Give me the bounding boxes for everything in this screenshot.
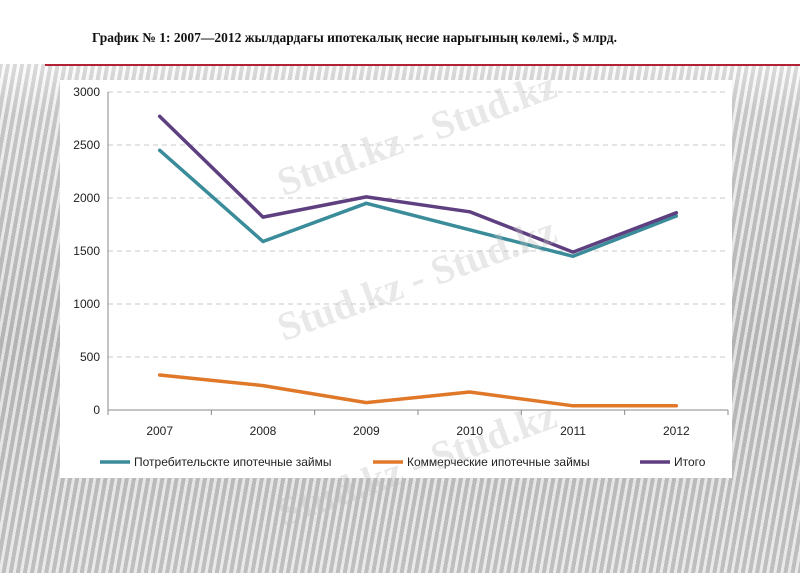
data-point xyxy=(674,211,678,215)
data-point xyxy=(158,373,162,377)
x-tick-label: 2011 xyxy=(560,424,586,438)
line-chart: 0 500 1000 1500 2000 2500 3000 2007 2008 2009 2010… xyxy=(73,85,729,469)
x-tick-label: 2010 xyxy=(456,424,483,438)
data-point xyxy=(261,215,265,219)
title-divider xyxy=(45,64,800,66)
y-tick-label: 1500 xyxy=(73,244,100,258)
y-tick-label: 0 xyxy=(93,403,100,417)
x-tick-label: 2008 xyxy=(250,424,277,438)
data-point xyxy=(674,214,678,218)
header-band xyxy=(0,0,800,64)
data-point xyxy=(674,404,678,408)
x-tick-label: 2007 xyxy=(146,424,173,438)
legend-label: Потребительскте ипотечные займы xyxy=(134,455,331,469)
y-tick-label: 1000 xyxy=(73,297,100,311)
y-tick-label: 2500 xyxy=(73,138,100,152)
series-line-1 xyxy=(157,148,679,259)
data-point xyxy=(158,148,162,152)
data-point xyxy=(261,239,265,243)
data-point xyxy=(364,401,368,405)
data-point xyxy=(571,404,575,408)
data-point xyxy=(158,114,162,118)
x-tick-label: 2012 xyxy=(663,424,690,438)
data-point xyxy=(571,254,575,258)
legend-label: Коммерческие ипотечные займы xyxy=(407,455,590,469)
y-tick-label: 500 xyxy=(80,350,100,364)
legend-label: Итого xyxy=(674,455,706,469)
y-tick-label: 2000 xyxy=(73,191,100,205)
x-tick-label: 2009 xyxy=(353,424,380,438)
data-point xyxy=(468,228,472,232)
data-point xyxy=(261,384,265,388)
page-title: График № 1: 2007—2012 жылдардағы ипотека… xyxy=(92,30,617,45)
series-line-2 xyxy=(157,373,679,408)
data-point xyxy=(468,390,472,394)
data-point xyxy=(571,250,575,254)
series-line-3 xyxy=(157,114,679,254)
data-point xyxy=(468,210,472,214)
y-tick-label: 3000 xyxy=(73,85,100,99)
data-point xyxy=(364,201,368,205)
chart-container: 0 500 1000 1500 2000 2500 3000 2007 2008 2009 2010… xyxy=(60,80,732,478)
data-point xyxy=(364,195,368,199)
